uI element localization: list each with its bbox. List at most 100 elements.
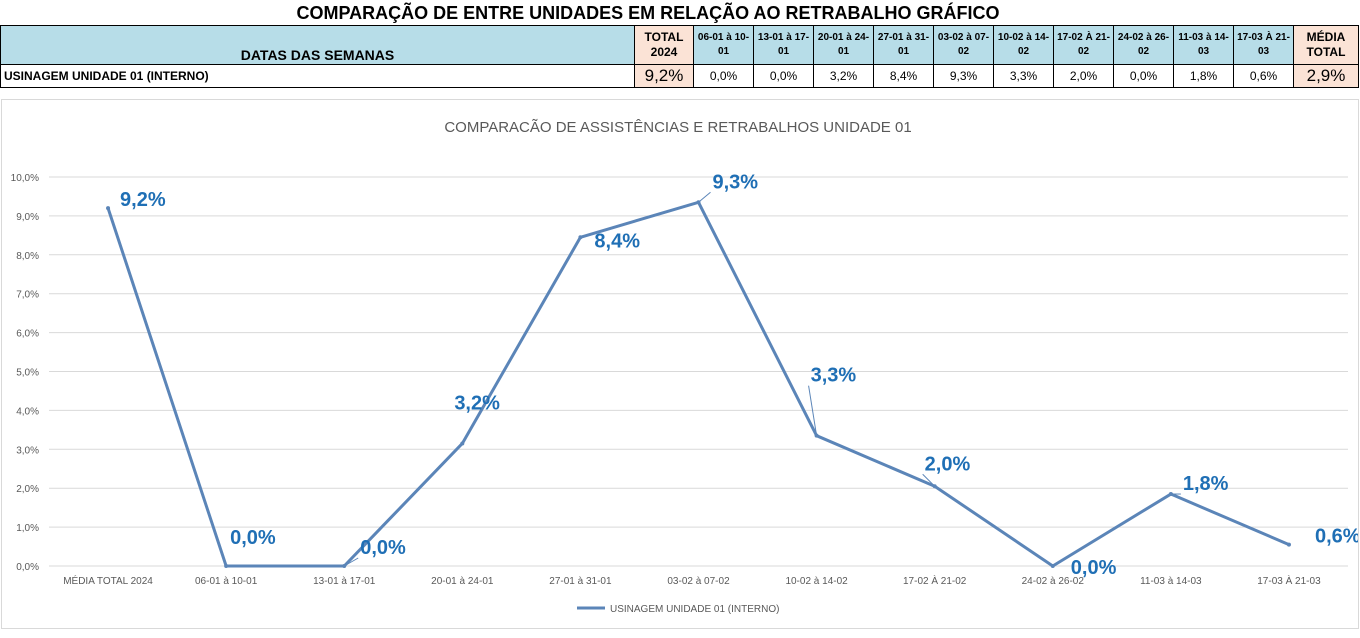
header-week-line2: 01 [837, 46, 850, 57]
header-media-total[interactable]: MÉDIA TOTAL [1293, 25, 1359, 65]
row-label-usinagem[interactable]: USINAGEM UNIDADE 01 (INTERNO) [0, 64, 635, 88]
header-media-line2: TOTAL [1306, 45, 1346, 59]
data-point [578, 235, 583, 240]
x-tick-label: 10-02 à 14-02 [785, 576, 848, 587]
header-week-line2: 01 [897, 46, 910, 57]
x-tick-label: 06-01 à 10-01 [195, 576, 258, 587]
data-label: 2,0% [925, 453, 971, 475]
header-datas-semanas[interactable]: DATAS DAS SEMANAS [0, 25, 635, 65]
x-tick-label: 03-02 à 07-02 [667, 576, 730, 587]
header-week-line1: 13-01 à 17- [757, 32, 810, 43]
header-week-line2: 02 [1077, 46, 1090, 57]
x-tick-label: 27-01 à 31-01 [549, 576, 612, 587]
header-week-3[interactable]: 20-01 à 24- 01 [813, 25, 874, 65]
header-week-5[interactable]: 03-02 à 07- 02 [933, 25, 994, 65]
data-label: 0,0% [360, 537, 406, 559]
sheet-title: COMPARAÇÃO DE ENTRE UNIDADES EM RELAÇÃO … [296, 3, 1000, 23]
data-label: 3,3% [811, 365, 857, 387]
header-week-line1: 20-01 à 24- [817, 32, 870, 43]
y-tick-label: 5,0% [16, 368, 39, 379]
cell-week-6[interactable]: 3,3% [993, 64, 1054, 88]
data-point [1050, 564, 1055, 568]
weeks-table: DATAS DAS SEMANAS TOTAL 2024 06-01 à 10- 0… [0, 25, 1359, 88]
header-week-2[interactable]: 13-01 à 17- 01 [753, 25, 814, 65]
header-week-7[interactable]: 17-02 À 21- 02 [1053, 25, 1114, 65]
y-tick-label: 3,0% [16, 445, 39, 456]
header-week-8[interactable]: 24-02 à 26- 02 [1113, 25, 1174, 65]
header-media-line1: MÉDIA [1306, 30, 1346, 44]
cell-week-5[interactable]: 9,3% [933, 64, 994, 88]
x-tick-label: 24-02 à 26-02 [1022, 576, 1085, 587]
y-tick-label: 7,0% [16, 290, 39, 301]
cell-week-9[interactable]: 1,8% [1173, 64, 1234, 88]
y-tick-label: 10,0% [11, 173, 39, 184]
data-point [460, 441, 465, 446]
x-tick-label: 20-01 à 24-01 [431, 576, 494, 587]
line-chart[interactable]: COMPARACÃO DE ASSISTÊNCIAS E RETRABALHOS… [1, 99, 1359, 629]
x-tick-label: 17-03 À 21-03 [1257, 574, 1321, 587]
data-label: 1,8% [1183, 473, 1229, 495]
chart-title: COMPARACÃO DE ASSISTÊNCIAS E RETRABALHOS… [444, 119, 911, 136]
header-week-10[interactable]: 17-03 À 21- 03 [1233, 25, 1294, 65]
x-tick-label: 13-01 à 17-01 [313, 576, 376, 587]
header-week-line2: 02 [957, 46, 970, 57]
y-tick-label: 1,0% [16, 523, 39, 534]
table-row: USINAGEM UNIDADE 01 (INTERNO) 9,2% 0,0% … [0, 64, 1359, 88]
label-leader [343, 557, 359, 567]
header-week-line2: 03 [1257, 46, 1270, 57]
header-week-line1: 11-03 à 14- [1178, 32, 1229, 43]
header-week-line2: 03 [1197, 46, 1210, 57]
header-week-4[interactable]: 27-01 à 31- 01 [873, 25, 934, 65]
cell-week-3[interactable]: 3,2% [813, 64, 874, 88]
cell-week-1[interactable]: 0,0% [693, 64, 754, 88]
header-week-line1: 24-02 à 26- [1117, 32, 1170, 43]
header-week-line1: 06-01 à 10- [697, 32, 750, 43]
data-label: 0,0% [1071, 557, 1117, 579]
header-week-line1: 10-02 à 14- [997, 32, 1050, 43]
header-week-9[interactable]: 11-03 à 14- 03 [1173, 25, 1234, 65]
cell-total-2024[interactable]: 9,2% [634, 64, 694, 88]
data-label: 8,4% [594, 230, 640, 252]
x-tick-label: 17-02 À 21-02 [903, 574, 967, 587]
cell-week-4[interactable]: 8,4% [873, 64, 934, 88]
data-label: 3,2% [454, 392, 500, 414]
header-week-6[interactable]: 10-02 à 14- 02 [993, 25, 1054, 65]
data-label: 9,2% [120, 189, 166, 211]
cell-week-8[interactable]: 0,0% [1113, 64, 1174, 88]
data-point [1286, 542, 1291, 547]
header-week-line1: 27-01 à 31- [877, 32, 930, 43]
x-tick-label: MÉDIA TOTAL 2024 [63, 574, 153, 587]
header-week-line2: 02 [1017, 46, 1030, 57]
header-week-line2: 01 [717, 46, 730, 57]
header-week-1[interactable]: 06-01 à 10- 01 [693, 25, 754, 65]
y-tick-label: 2,0% [16, 484, 39, 495]
table-header-row: DATAS DAS SEMANAS TOTAL 2024 06-01 à 10- 0… [0, 25, 1359, 65]
cell-week-2[interactable]: 0,0% [753, 64, 814, 88]
data-label: 0,6% [1315, 526, 1358, 548]
header-week-line1: 17-02 À 21- [1057, 32, 1110, 43]
header-week-line1: 17-03 À 21- [1237, 32, 1290, 43]
y-tick-label: 6,0% [16, 329, 39, 340]
chart-svg: COMPARACÃO DE ASSISTÊNCIAS E RETRABALHOS… [11, 119, 1358, 615]
y-tick-label: 0,0% [16, 562, 39, 573]
data-label: 0,0% [230, 527, 276, 549]
data-point [106, 206, 111, 211]
header-total-line1: TOTAL [644, 30, 684, 44]
label-leader [922, 473, 936, 487]
header-total-line2: 2024 [650, 45, 678, 59]
series-line [106, 200, 1291, 568]
legend-label: USINAGEM UNIDADE 01 (INTERNO) [610, 604, 779, 615]
header-week-line1: 03-02 à 07- [937, 32, 990, 43]
header-week-line2: 02 [1137, 46, 1150, 57]
data-point [224, 564, 229, 568]
data-label: 9,3% [713, 171, 759, 193]
label-leader [698, 191, 711, 203]
cell-media-total[interactable]: 2,9% [1293, 64, 1359, 88]
label-leader [808, 385, 818, 436]
y-tick-label: 4,0% [16, 406, 39, 417]
cell-week-10[interactable]: 0,6% [1233, 64, 1294, 88]
header-week-line2: 01 [777, 46, 790, 57]
header-total-2024[interactable]: TOTAL 2024 [634, 25, 694, 65]
x-tick-label: 11-03 à 14-03 [1140, 576, 1202, 587]
cell-week-7[interactable]: 2,0% [1053, 64, 1114, 88]
